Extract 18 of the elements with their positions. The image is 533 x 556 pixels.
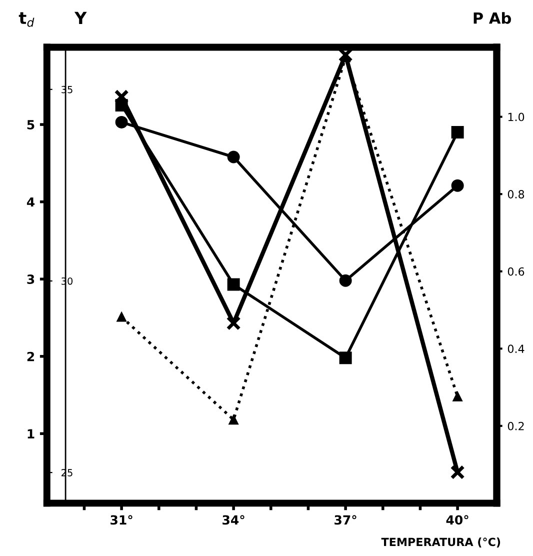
y-tick-label: 1 (28, 429, 34, 438)
y2-axis-title: P Ab (474, 12, 511, 24)
x-tick-label: 34° (222, 515, 244, 525)
x-tick-label: 40° (446, 515, 468, 525)
y-tick-label: 3 (27, 274, 34, 284)
x-tick-label: 37° (334, 515, 356, 525)
x-axis-title: TEMPERATURA (°C) (381, 538, 500, 548)
y-tick-label: 2 (27, 352, 34, 362)
x-tick-label: 31° (110, 515, 132, 525)
y2-tick-label: 0.6 (508, 267, 524, 276)
y2-tick-label: 0.2 (508, 422, 524, 430)
y2-tick-label: 1.0 (508, 112, 524, 122)
y-axis-title: t$_{d}$ (18, 12, 34, 27)
y2-tick-label: 0.8 (508, 190, 524, 198)
y2-tick-label: 0.4 (508, 344, 524, 354)
y-tick-label: 5 (27, 120, 34, 130)
y-tick-label: 4 (26, 197, 35, 207)
y3-axis-title: Y (74, 12, 87, 24)
